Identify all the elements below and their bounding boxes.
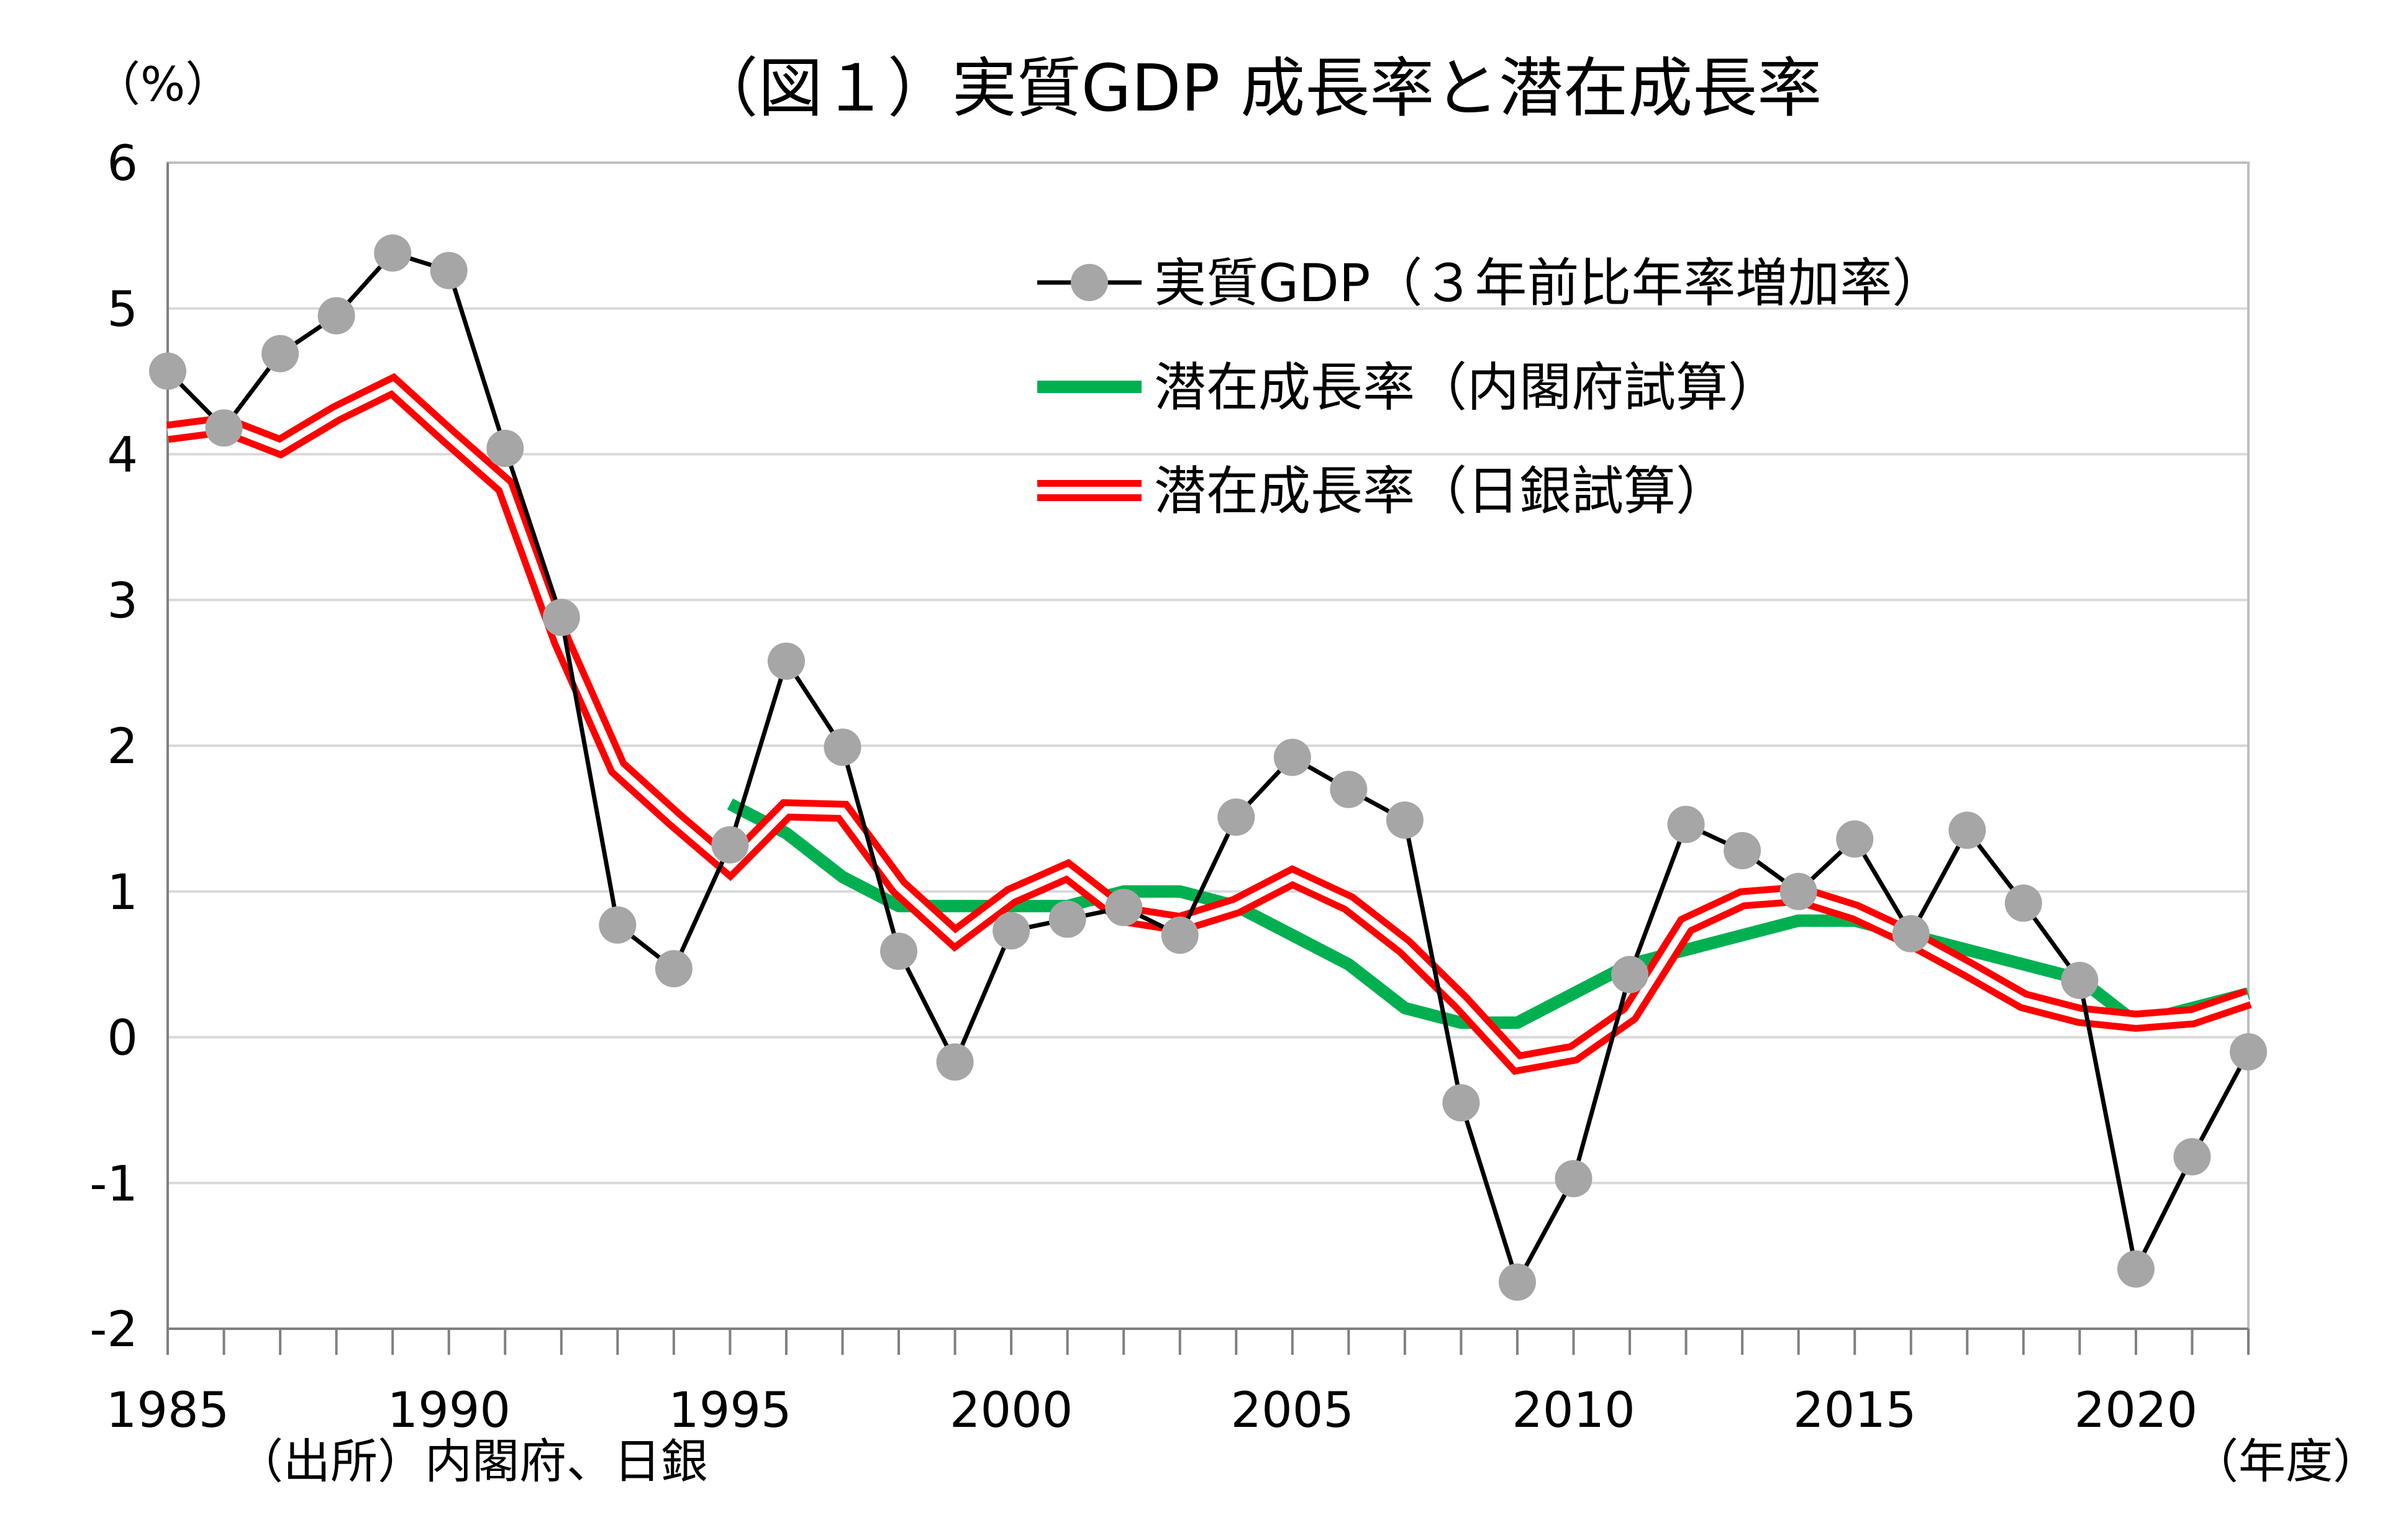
data-point-real-gdp-2013 (1724, 832, 1761, 870)
legend-label-boj: 潜在成長率（日銀試算） (1154, 461, 1728, 522)
data-point-real-gdp-2004 (1217, 798, 1255, 836)
y-tick-label: 3 (107, 573, 138, 629)
data-point-real-gdp-1999 (936, 1043, 974, 1081)
data-point-real-gdp-2018 (2004, 884, 2042, 922)
legend-label-cabinet-office: 潜在成長率（内閣府試算） (1154, 357, 1780, 418)
data-point-real-gdp-2020 (2117, 1250, 2155, 1288)
y-axis-unit-label: （%） (93, 57, 232, 112)
y-tick-label: 2 (107, 719, 138, 775)
data-point-real-gdp-2016 (1892, 915, 1930, 952)
data-point-real-gdp-2005 (1273, 738, 1311, 776)
y-tick-label: 6 (107, 136, 138, 192)
data-point-real-gdp-2006 (1330, 771, 1368, 808)
data-point-real-gdp-2010 (1555, 1160, 1592, 1198)
data-point-real-gdp-1994 (655, 950, 693, 988)
data-point-real-gdp-2009 (1498, 1263, 1536, 1301)
data-point-real-gdp-1988 (317, 297, 355, 335)
source-note: （出所）内閣府、日銀 (236, 1434, 708, 1489)
data-point-real-gdp-1985 (149, 352, 186, 390)
x-tick-label: 1995 (668, 1383, 792, 1439)
data-point-real-gdp-2014 (1779, 872, 1817, 910)
y-tick-label: 5 (107, 282, 138, 338)
y-tick-label: -2 (89, 1302, 138, 1358)
data-point-real-gdp-1996 (767, 642, 805, 680)
x-tick-label: 2000 (950, 1383, 1073, 1439)
data-point-real-gdp-2019 (2061, 961, 2099, 999)
data-point-real-gdp-2008 (1442, 1084, 1480, 1122)
data-point-real-gdp-1991 (486, 430, 524, 468)
x-tick-label: 2015 (1793, 1383, 1917, 1439)
data-point-real-gdp-2011 (1611, 956, 1649, 993)
data-point-real-gdp-1992 (542, 599, 580, 636)
data-point-real-gdp-1995 (711, 826, 749, 864)
data-point-real-gdp-2007 (1386, 801, 1424, 839)
data-point-real-gdp-1987 (261, 335, 299, 373)
axes (166, 161, 2250, 1355)
x-tick-label: 1990 (387, 1383, 511, 1439)
data-point-real-gdp-1997 (824, 728, 861, 766)
x-tick-labels: 1985 1990 1995 2000 2005 2010 2015 2020 (106, 1383, 2197, 1439)
data-point-real-gdp-1989 (374, 234, 412, 272)
x-tick-label: 1985 (106, 1383, 230, 1439)
y-tick-label: 4 (107, 428, 138, 484)
data-point-real-gdp-2022 (2230, 1033, 2267, 1070)
data-point-real-gdp-2017 (1948, 812, 1986, 849)
legend: 実質GDP（３年前比年率増加率） 潜在成長率（内閣府試算） 潜在成長率（日銀試算） (1037, 253, 1944, 522)
data-point-real-gdp-1990 (430, 251, 468, 289)
data-point-real-gdp-2001 (1048, 900, 1086, 938)
legend-label-real-gdp: 実質GDP（３年前比年率増加率） (1154, 253, 1944, 314)
y-tick-labels: 6 5 4 3 2 1 0 -1 -2 (89, 136, 138, 1358)
x-tick-label: 2010 (1512, 1383, 1635, 1439)
x-axis-unit-label: （年度） (2191, 1434, 2380, 1489)
data-point-real-gdp-1998 (880, 932, 918, 970)
y-tick-label: -1 (89, 1156, 138, 1212)
data-point-real-gdp-2021 (2173, 1138, 2211, 1175)
data-series (149, 234, 2267, 1301)
data-point-real-gdp-1986 (205, 409, 243, 447)
data-point-real-gdp-2000 (993, 912, 1030, 950)
x-tick-label: 2020 (2074, 1383, 2198, 1439)
y-tick-label: 0 (107, 1011, 138, 1067)
data-point-real-gdp-2015 (1836, 820, 1874, 858)
legend-swatch-real-gdp-marker (1071, 264, 1108, 301)
data-point-real-gdp-2002 (1105, 889, 1143, 926)
y-tick-label: 1 (107, 865, 138, 921)
data-point-real-gdp-2003 (1161, 916, 1199, 954)
data-point-real-gdp-2012 (1667, 805, 1705, 843)
chart-title: （図１）実質GDP 成長率と潜在成長率 (694, 50, 1822, 126)
data-point-real-gdp-1993 (599, 906, 637, 944)
x-tick-label: 2005 (1231, 1383, 1355, 1439)
